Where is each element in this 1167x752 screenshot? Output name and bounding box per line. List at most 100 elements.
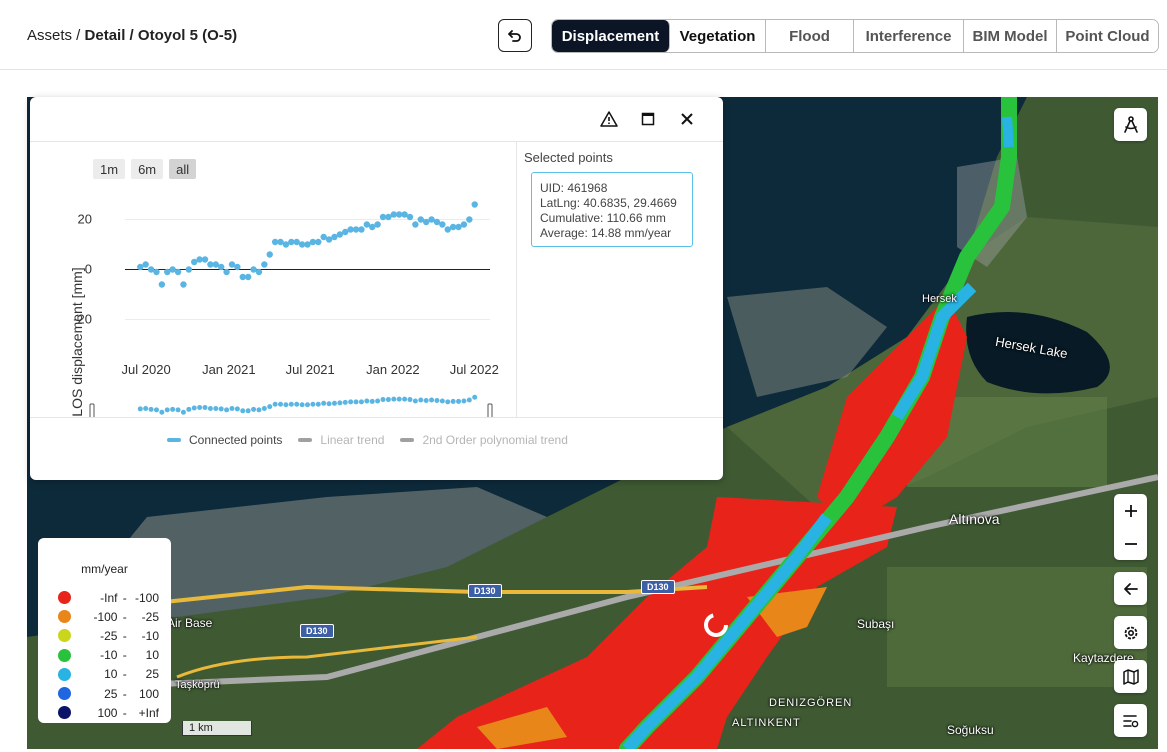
warning-button[interactable]	[597, 107, 621, 131]
legend-row: 25-100	[50, 684, 159, 703]
range-slider-point	[148, 406, 154, 412]
tab-vegetation[interactable]: Vegetation	[670, 20, 766, 52]
data-point	[196, 256, 203, 263]
selected-cumulative: Cumulative: 110.66 mm	[540, 211, 666, 225]
range-slider-point	[197, 405, 203, 411]
legend-range-separator: -	[122, 686, 127, 701]
data-point	[228, 261, 236, 268]
data-point	[433, 218, 441, 226]
tab-displacement[interactable]: Displacement	[552, 20, 670, 52]
range-slider-point	[229, 405, 235, 411]
map-label-subasi: Subaşı	[857, 617, 895, 631]
breadcrumb-separator-2: /	[125, 27, 138, 44]
range-slider-point	[391, 396, 397, 402]
back-button[interactable]	[1114, 572, 1147, 605]
data-point	[147, 266, 155, 273]
road-shield-d130: D130	[300, 624, 334, 638]
range-slider-point	[234, 406, 240, 412]
range-1m-button[interactable]: 1m	[93, 159, 126, 179]
range-slider-point	[466, 397, 472, 403]
range-slider-point	[439, 398, 445, 404]
data-point	[298, 241, 306, 248]
range-slider-point	[143, 405, 149, 411]
data-point	[422, 218, 430, 226]
data-point	[212, 261, 220, 268]
range-slider-point	[402, 396, 408, 402]
map-label-taskopru: Taşköprü	[175, 679, 220, 691]
range-slider-point	[423, 397, 429, 403]
maximize-button[interactable]	[636, 107, 660, 131]
x-tick-label: Jul 2022	[450, 362, 499, 377]
data-point	[449, 223, 457, 231]
range-slider-point	[369, 398, 375, 404]
data-point	[374, 221, 381, 228]
data-point	[406, 213, 414, 221]
settings-button[interactable]	[1114, 616, 1147, 649]
map-label-airbase: Air Base	[167, 616, 213, 630]
data-point	[191, 258, 198, 266]
range-slider-point	[364, 398, 370, 404]
data-point	[217, 263, 225, 271]
selected-latlng: LatLng: 40.6835, 29.4669	[540, 196, 677, 210]
range-slider-point	[461, 398, 467, 404]
data-point	[223, 268, 230, 276]
data-point	[336, 231, 344, 238]
range-slider-point	[245, 408, 251, 414]
x-tick-label: Jan 2022	[366, 362, 420, 377]
range-slider-point	[240, 408, 246, 414]
legend-range-low: 100	[97, 705, 118, 720]
tab-flood[interactable]: Flood	[766, 20, 854, 52]
y-tick-label: 0	[85, 262, 92, 277]
range-selector: 1m 6m all	[93, 159, 197, 179]
undo-button[interactable]	[498, 19, 532, 52]
range-slider-point	[326, 401, 332, 407]
tab-interference[interactable]: Interference	[854, 20, 964, 52]
range-slider-point	[207, 405, 213, 411]
range-slider-point	[450, 398, 456, 404]
filter-button[interactable]	[1114, 704, 1147, 737]
data-point	[158, 281, 166, 288]
measure-button[interactable]	[1114, 108, 1147, 141]
displacement-chart[interactable]: 20 0 -20 Jul 2020 Jan 2021 Jul 2021 Jan 2022 Ju…	[30, 142, 516, 417]
range-slider-point	[186, 406, 192, 412]
data-point	[412, 221, 419, 228]
legend-linear-trend[interactable]: Linear trend	[298, 433, 384, 447]
breadcrumb-assets[interactable]: Assets	[27, 27, 73, 44]
scale-bar: 1 km	[182, 721, 252, 736]
data-point	[466, 216, 473, 223]
legend-color-dot	[58, 687, 71, 701]
data-point	[142, 261, 149, 268]
map-layers-button[interactable]	[1114, 660, 1147, 693]
range-slider-point	[305, 402, 310, 408]
data-point	[207, 261, 214, 268]
zoom-controls	[1114, 494, 1147, 560]
range-slider-point	[256, 407, 262, 413]
range-slider-point	[202, 405, 208, 411]
range-slider-point	[342, 399, 348, 405]
header: Assets / Detail / Otoyol 5 (O-5) Displac…	[0, 0, 1167, 70]
legend-connected-points[interactable]: Connected points	[167, 433, 282, 447]
tab-bim-model[interactable]: BIM Model	[964, 20, 1057, 52]
legend-swatch	[167, 438, 181, 442]
selected-point-card[interactable]: UID: 461968 LatLng: 40.6835, 29.4669 Cum…	[531, 172, 693, 247]
range-slider-point	[299, 402, 305, 408]
legend-title: mm/year	[81, 562, 128, 576]
filter-settings-icon	[1122, 714, 1138, 727]
breadcrumb-detail[interactable]: Detail	[84, 27, 126, 44]
legend-color-dot	[58, 648, 71, 662]
zoom-out-button[interactable]	[1114, 527, 1147, 560]
range-6m-button[interactable]: 6m	[131, 159, 164, 179]
minus-icon	[1124, 542, 1137, 545]
breadcrumb-asset: Otoyol 5 (O-5)	[137, 27, 238, 44]
map-label-denizgoren: DENIZGÖREN	[769, 697, 853, 709]
legend-color-dot	[58, 629, 71, 643]
tab-point-cloud[interactable]: Point Cloud	[1057, 20, 1158, 52]
zoom-in-button[interactable]	[1114, 494, 1147, 527]
legend-polynomial-trend[interactable]: 2nd Order polynomial trend	[400, 433, 568, 447]
legend-range-low: -10	[100, 648, 118, 663]
range-all-button[interactable]: all	[169, 159, 197, 179]
close-button[interactable]	[675, 107, 699, 131]
x-tick-label: Jul 2021	[286, 362, 335, 377]
data-point	[363, 221, 371, 228]
